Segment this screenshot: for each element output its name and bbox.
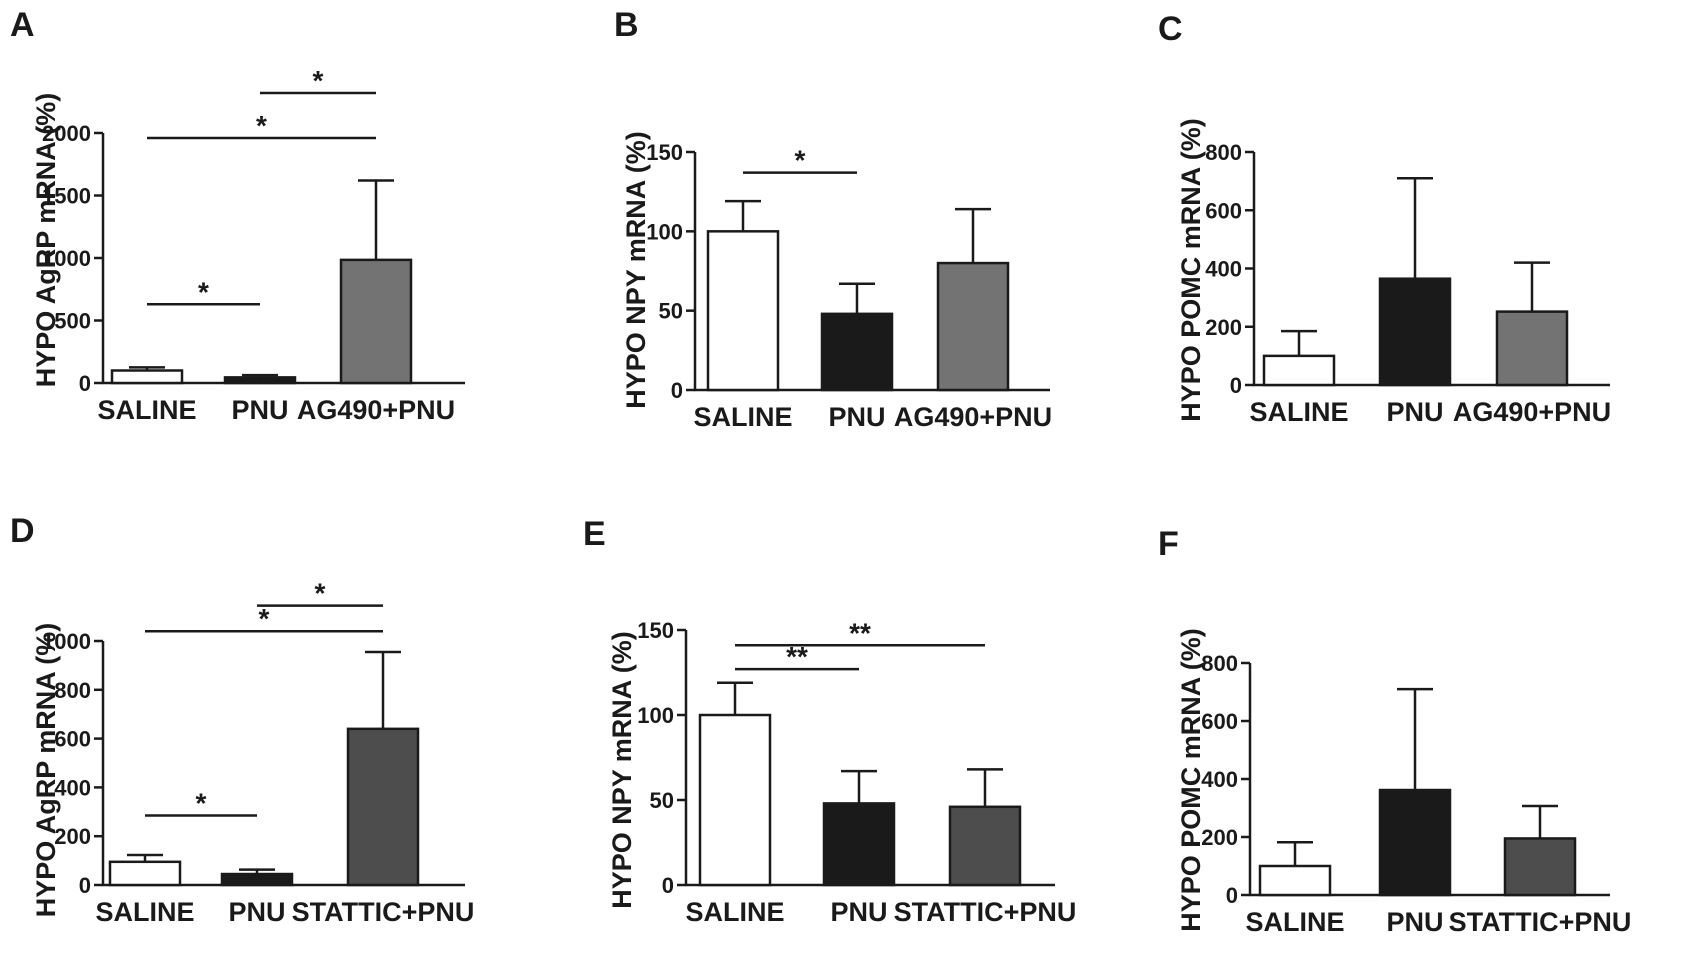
- y-tick-label: 0: [662, 873, 674, 898]
- y-tick-label: 50: [659, 299, 683, 324]
- bar-stattic-pnu: [346, 727, 420, 887]
- y-tick-label: 200: [1205, 315, 1242, 340]
- panel-letter: C: [1158, 10, 1183, 48]
- chart-panel-e: E HYPO NPY mRNA (%) 0 50 100 150 SALINE PNU STAT…: [583, 515, 1076, 927]
- y-tick-label: 0: [1230, 373, 1242, 398]
- bar-ag490-pnu: [936, 261, 1010, 392]
- y-axis-label: HYPO AgRP mRNA (%): [31, 93, 61, 388]
- x-category-label: PNU: [228, 897, 285, 927]
- significance-label: *: [315, 578, 326, 609]
- y-tick-label: 150: [646, 140, 683, 165]
- x-category-label: STATTIC+PNU: [894, 897, 1077, 927]
- bar-saline: [108, 860, 182, 887]
- bar-saline: [706, 230, 780, 392]
- y-axis-label: HYPO POMC mRNA (%): [1176, 118, 1206, 422]
- x-category-label: PNU: [830, 897, 887, 927]
- y-tick-label: 600: [54, 727, 91, 752]
- panel-letter: E: [583, 515, 606, 553]
- x-category-label: AG490+PNU: [894, 402, 1052, 432]
- y-tick-label: 0: [79, 873, 91, 898]
- y-axis-label: HYPO NPY mRNA (%): [621, 131, 651, 409]
- significance-label: *: [196, 787, 207, 818]
- x-category-label: SALINE: [1245, 907, 1344, 937]
- y-tick-label: 100: [646, 219, 683, 244]
- y-tick-label: 200: [1201, 825, 1238, 850]
- bar-saline: [110, 369, 184, 385]
- panel-letter: F: [1158, 525, 1179, 563]
- significance-label: **: [849, 617, 871, 648]
- significance-label: *: [259, 603, 270, 634]
- y-tick-label: 500: [54, 309, 91, 334]
- y-tick-label: 400: [1201, 767, 1238, 792]
- significance-label: **: [786, 641, 808, 672]
- y-tick-label: 0: [1226, 883, 1238, 908]
- y-tick-label: 100: [637, 703, 674, 728]
- significance-label: *: [256, 110, 267, 141]
- y-tick-label: 800: [1201, 651, 1238, 676]
- significance-label: *: [795, 145, 806, 176]
- x-category-label: PNU: [828, 402, 885, 432]
- panel-letter: A: [10, 6, 35, 44]
- x-category-label: AG490+PNU: [1453, 397, 1611, 427]
- panel-letter: B: [614, 6, 639, 44]
- x-category-label: SALINE: [97, 395, 196, 425]
- y-tick-label: 800: [1205, 140, 1242, 165]
- chart-panel-f: F HYPO POMC mRNA (%) 0 200 400 600 800 SALINE PN…: [1158, 525, 1631, 937]
- x-category-label: AG490+PNU: [297, 395, 455, 425]
- significance-label: *: [313, 65, 324, 96]
- x-category-label: SALINE: [1249, 397, 1348, 427]
- x-category-label: SALINE: [685, 897, 784, 927]
- bar-pnu: [820, 312, 894, 392]
- y-tick-label: 800: [54, 678, 91, 703]
- y-tick-label: 400: [1205, 257, 1242, 282]
- bar-stattic-pnu: [1503, 837, 1577, 897]
- bar-ag490-pnu: [1495, 310, 1569, 387]
- y-axis-label: HYPO POMC mRNA (%): [1176, 628, 1206, 932]
- bar-pnu: [1378, 788, 1452, 897]
- y-tick-label: 200: [54, 824, 91, 849]
- x-category-label: SALINE: [95, 897, 194, 927]
- y-tick-label: 600: [1201, 709, 1238, 734]
- bar-ag490-pnu: [339, 258, 413, 385]
- bar-pnu: [1378, 277, 1452, 387]
- y-tick-label: 50: [650, 788, 674, 813]
- bar-pnu: [822, 802, 896, 887]
- y-axis-label: HYPO AgRP mRNA (%): [31, 623, 61, 918]
- y-tick-label: 150: [637, 618, 674, 643]
- y-tick-label: 1500: [42, 184, 91, 209]
- chart-panel-b: B HYPO NPY mRNA (%) 0 50 100 150 SALINE PNU AG49…: [614, 6, 1052, 432]
- y-tick-label: 0: [671, 378, 683, 403]
- significance-label: *: [198, 276, 209, 307]
- chart-panel-a: A HYPO AgRP mRNA (%) 0 500 1000 1500 2000 SALIN…: [10, 6, 465, 425]
- bar-saline: [1258, 864, 1332, 897]
- bar-pnu: [220, 872, 294, 887]
- bar-stattic-pnu: [948, 805, 1022, 887]
- x-category-label: PNU: [1386, 397, 1443, 427]
- y-tick-label: 600: [1205, 198, 1242, 223]
- bar-saline: [1262, 354, 1336, 387]
- panel-letter: D: [10, 512, 35, 550]
- chart-panel-c: C HYPO POMC mRNA (%) 0 200 400 600 800 SALINE PN…: [1158, 10, 1611, 427]
- y-axis-label: HYPO NPY mRNA (%): [607, 631, 637, 909]
- y-tick-label: 400: [54, 775, 91, 800]
- y-tick-label: 1000: [42, 246, 91, 271]
- x-category-label: STATTIC+PNU: [292, 897, 475, 927]
- x-category-label: STATTIC+PNU: [1449, 907, 1632, 937]
- x-category-label: PNU: [1386, 907, 1443, 937]
- bar-pnu: [223, 376, 297, 385]
- y-tick-label: 2000: [42, 121, 91, 146]
- y-tick-label: 1000: [42, 629, 91, 654]
- x-category-label: PNU: [231, 395, 288, 425]
- x-category-label: SALINE: [693, 402, 792, 432]
- chart-panel-d: D HYPO AgRP mRNA (%) 0 200 400 600 800 1000 SALI…: [10, 512, 474, 927]
- bar-saline: [698, 713, 772, 887]
- y-tick-label: 0: [79, 371, 91, 396]
